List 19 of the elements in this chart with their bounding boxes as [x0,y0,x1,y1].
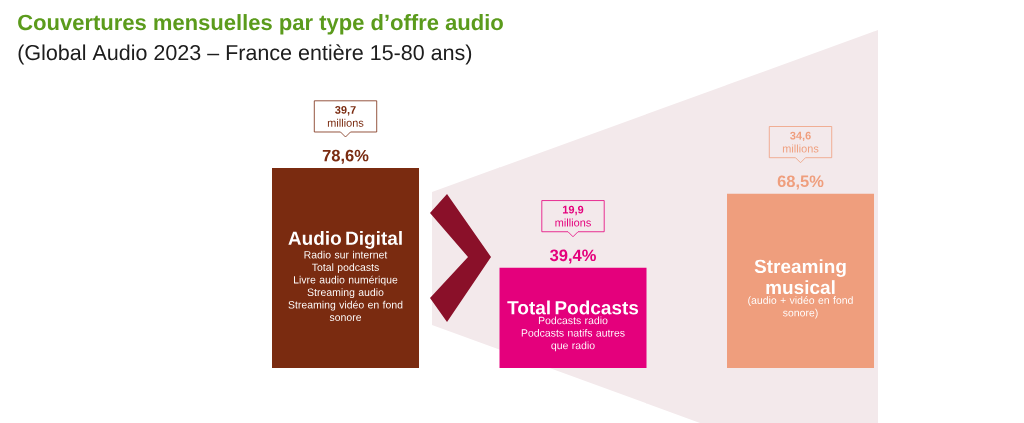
data-label: 68,5% [777,175,824,190]
x-tick-label: Streaming musical [754,259,846,295]
annotation: Total podcasts [311,263,379,274]
chart-title: Couvertures mensuelles par type d’offre audio [18,14,503,35]
chart-subtitle: (Global Audio 2023 – France entière 15-80 ans) [18,44,472,65]
annotation: Streaming vidéo en fond sonore [288,300,403,322]
x-tick-label: Audio Digital [288,230,402,249]
annotation: Podcasts radio [538,316,608,325]
annotation: Podcasts natifs autres que radio [521,328,625,352]
annotation: (audio + vidéo en fond sonore) [748,296,853,319]
annotation: Radio sur internet [304,250,388,259]
data-label: 78,6% [322,149,369,164]
annotation: 19,9 millions [555,205,591,227]
data-label: 39,4% [549,249,596,264]
annotation: Streaming audio [307,288,384,299]
x-tick-label: Total Podcasts [507,300,639,315]
text: 34,6 millions [782,131,819,153]
annotation: Livre audio numérique [294,275,398,286]
text: 39,7 millions [327,106,364,127]
